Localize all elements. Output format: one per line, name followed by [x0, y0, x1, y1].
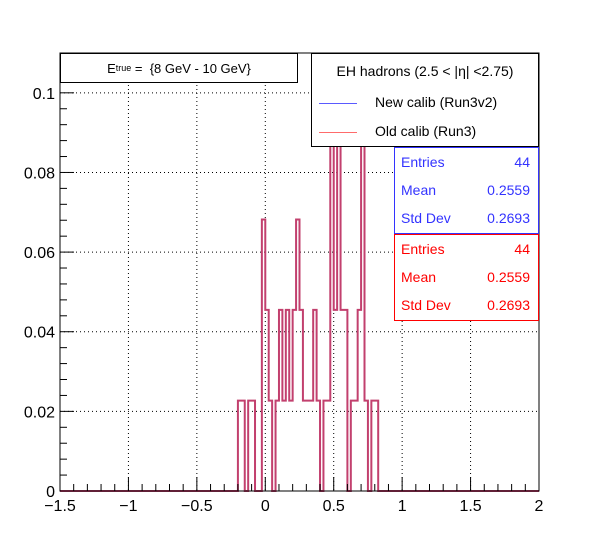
stats-stddev-label: Std Dev	[401, 297, 451, 313]
title-range: = {8 GeV - 10 GeV}	[131, 60, 251, 76]
y-tick-label: 0.02	[24, 404, 55, 421]
stats-mean-label: Mean	[401, 269, 437, 285]
y-tick-label: 0.1	[33, 86, 55, 103]
x-tick-label: −1.5	[44, 498, 76, 515]
legend-entry-old: Old calib (Run3)	[319, 123, 534, 143]
x-tick-label: −0.5	[181, 498, 213, 515]
legend-swatch-new	[319, 103, 357, 104]
stats-entries-label: Entries	[401, 154, 445, 170]
x-tick-label: 1	[398, 498, 407, 515]
x-tick-label: 0	[261, 498, 270, 515]
axis-ticks	[59, 60, 540, 492]
legend: EH hadrons (2.5 < |η| <2.75) New calib (…	[311, 53, 539, 147]
stats-mean-label: Mean	[401, 182, 437, 198]
tick-labels: −1.5 −1 −0.5 0 0.5 1 1.5 2 0 0.02 0.04 0.06 0.08 0.1	[24, 86, 544, 515]
x-tick-label: 2	[535, 498, 544, 515]
x-tick-label: −1	[119, 498, 137, 515]
stats-stddev-label: Std Dev	[401, 210, 451, 226]
stats-stddev-row: Std Dev 0.2693	[401, 297, 530, 317]
stats-stddev-value: 0.2693	[487, 210, 530, 226]
title-subscript: true	[115, 63, 132, 73]
y-tick-label: 0.06	[24, 245, 55, 262]
stats-box-old: Entries 44 Mean 0.2559 Std Dev 0.2693	[394, 234, 539, 321]
stats-stddev-row: Std Dev 0.2693	[401, 210, 530, 230]
plot-frame	[59, 52, 540, 492]
stats-entries-value: 44	[514, 154, 530, 170]
stats-mean-value: 0.2559	[487, 182, 530, 198]
stats-mean-row: Mean 0.2559	[401, 182, 530, 202]
legend-header: EH hadrons (2.5 < |η| <2.75)	[336, 63, 514, 79]
title-e: E	[107, 60, 116, 76]
legend-label-new: New calib (Run3v2)	[375, 94, 498, 110]
x-tick-label: 0.5	[323, 498, 345, 515]
legend-entry-new: New calib (Run3v2)	[319, 94, 534, 114]
legend-label-old: Old calib (Run3)	[375, 123, 477, 139]
y-tick-label: 0.08	[24, 165, 55, 182]
stats-entries-row: Entries 44	[401, 241, 530, 261]
stats-entries-row: Entries 44	[401, 154, 530, 174]
legend-swatch-old	[319, 132, 357, 133]
x-tick-label: 1.5	[459, 498, 481, 515]
stats-entries-label: Entries	[401, 241, 445, 257]
stats-mean-value: 0.2559	[487, 269, 530, 285]
stats-box-new: Entries 44 Mean 0.2559 Std Dev 0.2693	[394, 147, 539, 234]
y-tick-label: 0.04	[24, 325, 55, 342]
histogram-outline	[60, 128, 539, 492]
stats-entries-value: 44	[514, 241, 530, 257]
stats-mean-row: Mean 0.2559	[401, 269, 530, 289]
stats-stddev-value: 0.2693	[487, 297, 530, 313]
y-tick-label: 0	[46, 484, 55, 501]
